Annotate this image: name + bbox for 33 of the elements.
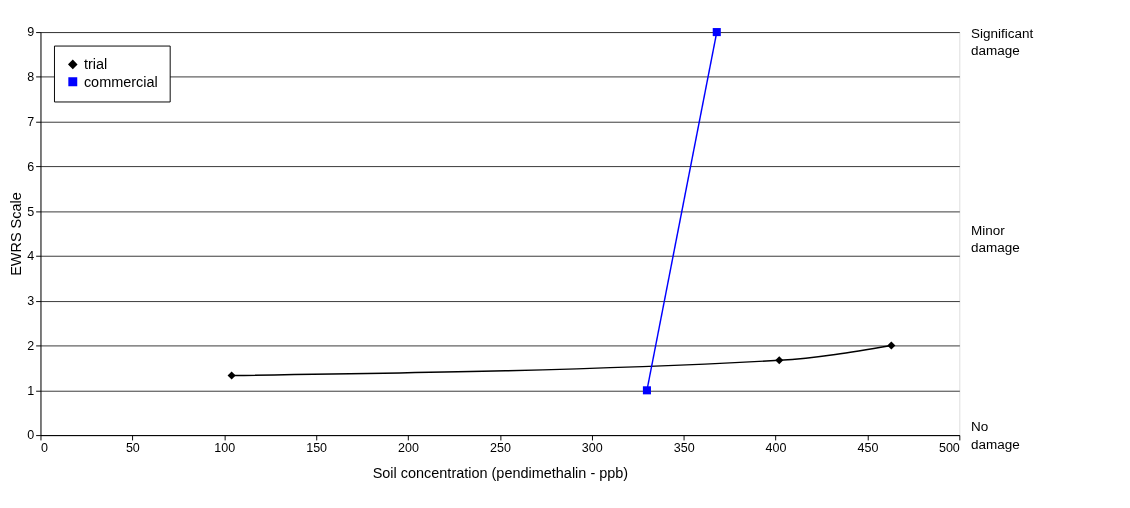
x-axis-title: Soil concentration (pendimethalin - ppb): [372, 465, 629, 482]
x-tick-label: 50: [125, 440, 140, 455]
text: Minor damage: [970, 222, 1020, 255]
point: [775, 356, 784, 365]
y-tick-label: 1: [27, 383, 35, 398]
x-tick-label: 450: [857, 440, 879, 455]
legend-label: trial: [83, 56, 108, 73]
x-tick-label: 150: [306, 440, 328, 455]
y-axis-title: EWRS Scale: [7, 192, 24, 276]
legend-label: commercial: [83, 73, 158, 90]
y-tick-label: 3: [27, 294, 35, 309]
text: No damage: [970, 419, 1020, 452]
x-tick-label: 0: [40, 440, 48, 455]
text: Significant damage: [970, 25, 1034, 59]
x-tick-label: 350: [673, 440, 695, 455]
y-tick-label: 0: [27, 428, 35, 443]
y-tick-label: 4: [27, 249, 35, 264]
y-tick-label: 6: [27, 159, 35, 174]
y-tick-label: 7: [27, 114, 35, 129]
y-tick-label: 9: [27, 25, 35, 40]
point: [642, 386, 651, 395]
point: [227, 371, 236, 380]
y-tick-label: 2: [27, 338, 35, 353]
x-tick-label: 100: [214, 440, 236, 455]
point: [712, 28, 721, 37]
x-tick-label: 200: [398, 440, 419, 455]
y-tick-label: 5: [27, 204, 35, 219]
y-tick-label: 8: [27, 70, 35, 85]
point: [887, 341, 896, 350]
x-tick-label: 250: [489, 440, 511, 455]
x-tick-label: 400: [765, 440, 787, 455]
x-tick-label: 500: [938, 440, 960, 455]
x-tick-label: 300: [581, 440, 603, 455]
